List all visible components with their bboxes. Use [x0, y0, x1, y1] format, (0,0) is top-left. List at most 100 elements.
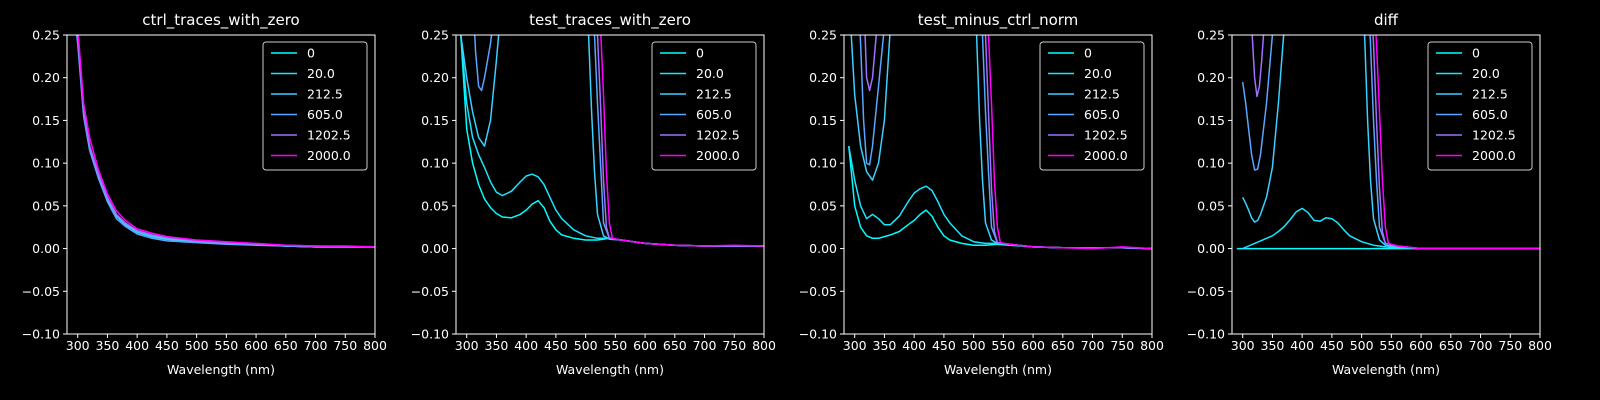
series-group: [1236, 35, 1540, 250]
x-tick-label: 600: [1021, 338, 1045, 353]
y-tick-label: 0.15: [809, 113, 837, 128]
y-tick-label: 0.10: [32, 156, 60, 171]
x-tick-label: 700: [1469, 338, 1493, 353]
x-tick-label: 550: [214, 338, 238, 353]
y-tick-label: 0.10: [1197, 156, 1225, 171]
x-axis-label: Wavelength (nm): [944, 362, 1052, 377]
series-line-2000.0: [1375, 35, 1540, 250]
x-tick-label: 600: [633, 338, 657, 353]
legend-label: 1202.5: [696, 128, 740, 143]
series-line-2000.0: [987, 35, 1152, 250]
x-tick-label: 700: [1081, 338, 1105, 353]
x-tick-label: 800: [752, 338, 776, 353]
x-axis-label: Wavelength (nm): [1332, 362, 1440, 377]
chart-title: test_traces_with_zero: [529, 11, 691, 30]
y-tick-label: 0.05: [421, 198, 449, 213]
x-tick-label: 400: [1290, 338, 1314, 353]
y-tick-label: 0.25: [421, 28, 449, 43]
x-tick-label: 800: [363, 338, 387, 353]
axes-frame: [455, 34, 765, 335]
chart-panel-2: 300 350 400 450 500 550 600 650 700 750 800 −0.10 −0…: [411, 11, 776, 377]
legend-label: 605.0: [1084, 107, 1120, 122]
x-tick-label: 350: [873, 338, 897, 353]
x-tick-label: 500: [1350, 338, 1374, 353]
y-tick-label: 0.20: [1197, 70, 1225, 85]
x-tick-label: 450: [544, 338, 568, 353]
x-tick-label: 500: [185, 338, 209, 353]
chart-panel-3: 300 350 400 450 500 550 600 650 700 750 800 −0.10 −0…: [799, 11, 1164, 377]
x-tick-label: 300: [1231, 338, 1255, 353]
series-group: [848, 35, 1152, 250]
y-tick-label: −0.10: [411, 327, 449, 342]
y-tick-label: 0.00: [421, 241, 449, 256]
y-tick-label: 0.20: [421, 70, 449, 85]
legend-label: 212.5: [696, 87, 732, 102]
y-tick-label: 0.25: [32, 28, 60, 43]
x-tick-label: 650: [274, 338, 298, 353]
x-tick-label: 300: [843, 338, 867, 353]
y-tick-label: −0.05: [1187, 284, 1225, 299]
x-axis-label: Wavelength (nm): [167, 362, 275, 377]
y-tick-label: 0.25: [809, 28, 837, 43]
x-tick-label: 350: [96, 338, 120, 353]
legend-label: 2000.0: [1472, 148, 1516, 163]
y-tick-label: 0.00: [32, 241, 60, 256]
x-tick-label: 400: [125, 338, 149, 353]
x-tick-label: 650: [663, 338, 687, 353]
y-tick-label: 0.20: [809, 70, 837, 85]
legend-label: 1202.5: [1472, 128, 1516, 143]
legend-label: 0: [307, 46, 315, 61]
y-tick-label: 0.25: [1197, 28, 1225, 43]
legend-label: 605.0: [1472, 107, 1508, 122]
y-tick-label: 0.00: [1197, 241, 1225, 256]
chart-title: diff: [1374, 11, 1399, 29]
legend-label: 0: [1084, 46, 1092, 61]
x-tick-label: 750: [722, 338, 746, 353]
y-tick-label: 0.10: [421, 156, 449, 171]
x-tick-label: 450: [1320, 338, 1344, 353]
legend-label: 1202.5: [1084, 128, 1128, 143]
y-tick-label: −0.10: [1187, 327, 1225, 342]
series-line-2000.0: [77, 35, 375, 248]
axes-frame: [1231, 34, 1541, 335]
x-tick-label: 700: [304, 338, 328, 353]
x-tick-label: 300: [455, 338, 479, 353]
axes-frame: [66, 34, 376, 335]
y-tick-label: 0.15: [1197, 113, 1225, 128]
chart-title: ctrl_traces_with_zero: [142, 11, 299, 30]
series-group: [460, 35, 764, 247]
legend-label: 20.0: [1472, 66, 1500, 81]
series-line-2000.0: [600, 35, 764, 247]
x-tick-label: 550: [603, 338, 627, 353]
legend-label: 212.5: [1084, 87, 1120, 102]
y-tick-label: −0.05: [22, 284, 60, 299]
x-tick-label: 450: [932, 338, 956, 353]
chart-panel-4: 300 350 400 450 500 550 600 650 700 750 800 −0.10 −0…: [1187, 11, 1552, 377]
legend: 0 20.0 212.5 605.0 1202.5 2000.0: [1427, 41, 1533, 171]
legend-label: 20.0: [1084, 66, 1112, 81]
y-tick-label: −0.10: [22, 327, 60, 342]
y-tick-label: 0.15: [32, 113, 60, 128]
x-tick-label: 600: [244, 338, 268, 353]
x-tick-label: 650: [1439, 338, 1463, 353]
y-tick-label: −0.10: [799, 327, 837, 342]
x-tick-label: 600: [1409, 338, 1433, 353]
legend: 0 20.0 212.5 605.0 1202.5 2000.0: [1039, 41, 1145, 171]
legend-label: 1202.5: [307, 128, 351, 143]
axes-frame: [843, 34, 1153, 335]
legend-label: 2000.0: [696, 148, 740, 163]
y-tick-label: −0.05: [799, 284, 837, 299]
x-tick-label: 750: [1498, 338, 1522, 353]
x-tick-label: 800: [1528, 338, 1552, 353]
legend-label: 20.0: [696, 66, 724, 81]
legend-label: 212.5: [307, 87, 343, 102]
x-tick-label: 700: [693, 338, 717, 353]
legend-label: 20.0: [307, 66, 335, 81]
legend-label: 605.0: [307, 107, 343, 122]
x-tick-label: 750: [1110, 338, 1134, 353]
legend-label: 605.0: [696, 107, 732, 122]
x-tick-label: 400: [902, 338, 926, 353]
y-tick-label: 0.05: [1197, 198, 1225, 213]
x-tick-label: 650: [1051, 338, 1075, 353]
